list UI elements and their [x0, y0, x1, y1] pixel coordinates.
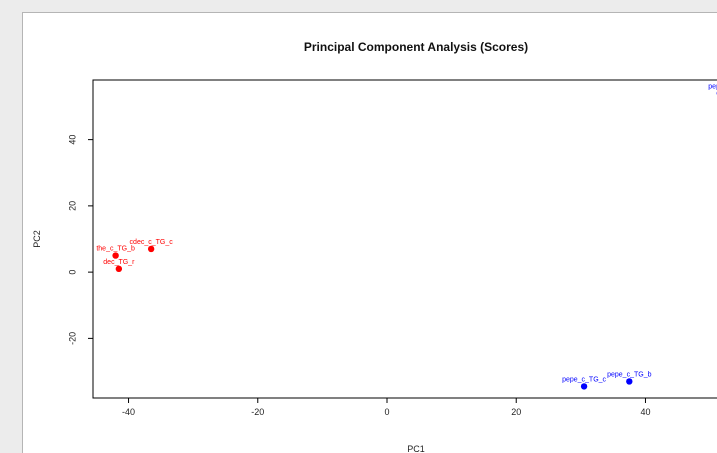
data-point [581, 383, 587, 389]
y-tick-label: -20 [67, 332, 77, 345]
point-label: cdec_c_TG_c [130, 239, 174, 246]
plot-area [93, 80, 717, 398]
data-point [112, 252, 118, 258]
x-axis-label: PC1 [407, 444, 425, 453]
data-point [626, 378, 632, 384]
x-tick-label: 40 [640, 407, 650, 417]
point-label: dec_TG_r [103, 259, 135, 266]
x-tick-label: 20 [511, 407, 521, 417]
data-point [148, 246, 154, 252]
x-tick-label: -40 [122, 407, 135, 417]
y-tick-label: 0 [67, 270, 77, 275]
point-label: the_c_TG_b [96, 246, 135, 253]
chart-title: Principal Component Analysis (Scores) [304, 40, 528, 54]
y-tick-label: 20 [67, 201, 77, 211]
x-tick-label: 0 [384, 407, 389, 417]
data-point [116, 266, 122, 272]
y-tick-label: 40 [67, 135, 77, 145]
point-label: pepe_c_TG_b [607, 371, 651, 378]
axis-ticks: -40 -20 0 20 40 -20 0 20 40 [67, 135, 650, 417]
point-label: pepe_c_TG_c [562, 376, 606, 383]
pca-scores-chart: Principal Component Analysis (Scores) -4… [23, 13, 717, 453]
y-axis-label: PC2 [32, 230, 42, 248]
chart-panel: Principal Component Analysis (Scores) -4… [22, 12, 717, 453]
x-tick-label: -20 [251, 407, 264, 417]
point-label: pepe_c [708, 83, 717, 90]
